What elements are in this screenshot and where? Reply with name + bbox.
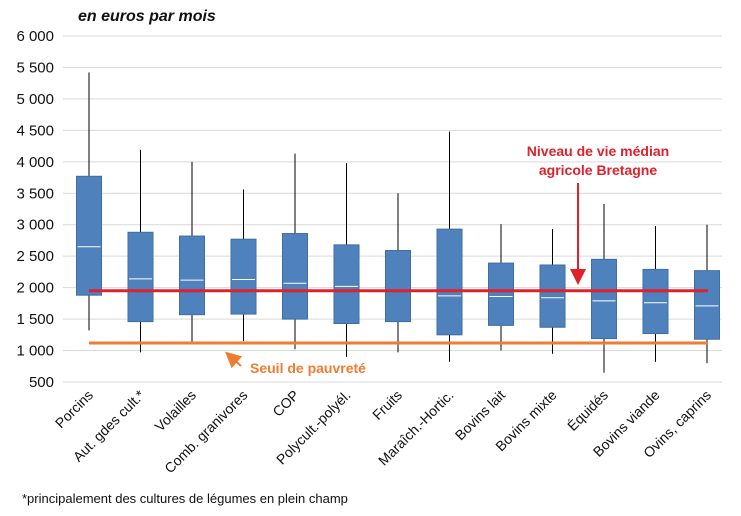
box-8 (436, 131, 463, 362)
x-tick-label: Porcins (52, 387, 96, 431)
box-13 (694, 224, 720, 364)
x-tick-label: Fruits (369, 387, 405, 423)
y-tick-label: 2 500 (16, 248, 54, 265)
y-tick-label: 5 500 (16, 59, 54, 76)
box-iqr (694, 270, 720, 340)
y-tick-label: 500 (29, 374, 54, 391)
box-iqr (333, 244, 360, 324)
y-tick-label: 5 000 (16, 91, 54, 108)
reference-lines: Niveau de vie médian agricole Bretagne Seu… (89, 143, 708, 376)
y-tick-label: 1 000 (16, 343, 54, 360)
y-axis-ticks: 500 1 000 1 500 2 000 2 500 3 000 3 500 4 000 4 … (16, 28, 54, 391)
box-6 (333, 163, 360, 357)
x-tick-label: COP (269, 387, 302, 420)
gridlines (63, 35, 722, 383)
y-tick-label: 4 000 (16, 154, 54, 171)
box-12 (642, 225, 669, 362)
box-9 (488, 224, 514, 351)
boxes (76, 72, 720, 373)
box-iqr (127, 231, 154, 323)
y-tick-label: 1 500 (16, 311, 54, 328)
poverty-line-label: Seuil de pauvreté (250, 360, 366, 376)
y-tick-label: 2 000 (16, 280, 54, 297)
box-5 (282, 153, 308, 350)
box-2 (127, 149, 154, 353)
box-iqr (539, 264, 566, 328)
box-iqr (282, 233, 308, 320)
poverty-arrow (225, 351, 243, 369)
footnote: *principalement des cultures de légumes … (22, 491, 348, 506)
y-tick-label: 3 000 (16, 217, 54, 234)
y-axis-unit-label: en euros par mois (78, 8, 216, 25)
box-iqr (642, 268, 669, 335)
box-4 (230, 189, 257, 342)
box-3 (179, 161, 205, 345)
box-11 (591, 203, 617, 373)
box-7 (385, 193, 411, 353)
box-iqr (385, 250, 411, 323)
box-iqr (230, 238, 257, 315)
y-tick-label: 4 500 (16, 122, 54, 139)
median-income-label: Niveau de vie médian agricole Bretagne (527, 143, 669, 178)
y-tick-label: 3 500 (16, 185, 54, 202)
box-iqr (179, 235, 205, 316)
box-iqr (436, 228, 463, 336)
box-iqr (591, 258, 617, 340)
x-tick-label: Volailles (151, 387, 199, 435)
box-1 (76, 72, 102, 331)
box-iqr (76, 175, 102, 296)
box-iqr (488, 262, 514, 326)
box-10 (539, 229, 566, 354)
y-tick-label: 6 000 (16, 28, 54, 45)
x-tick-label: Équidés (564, 387, 611, 434)
